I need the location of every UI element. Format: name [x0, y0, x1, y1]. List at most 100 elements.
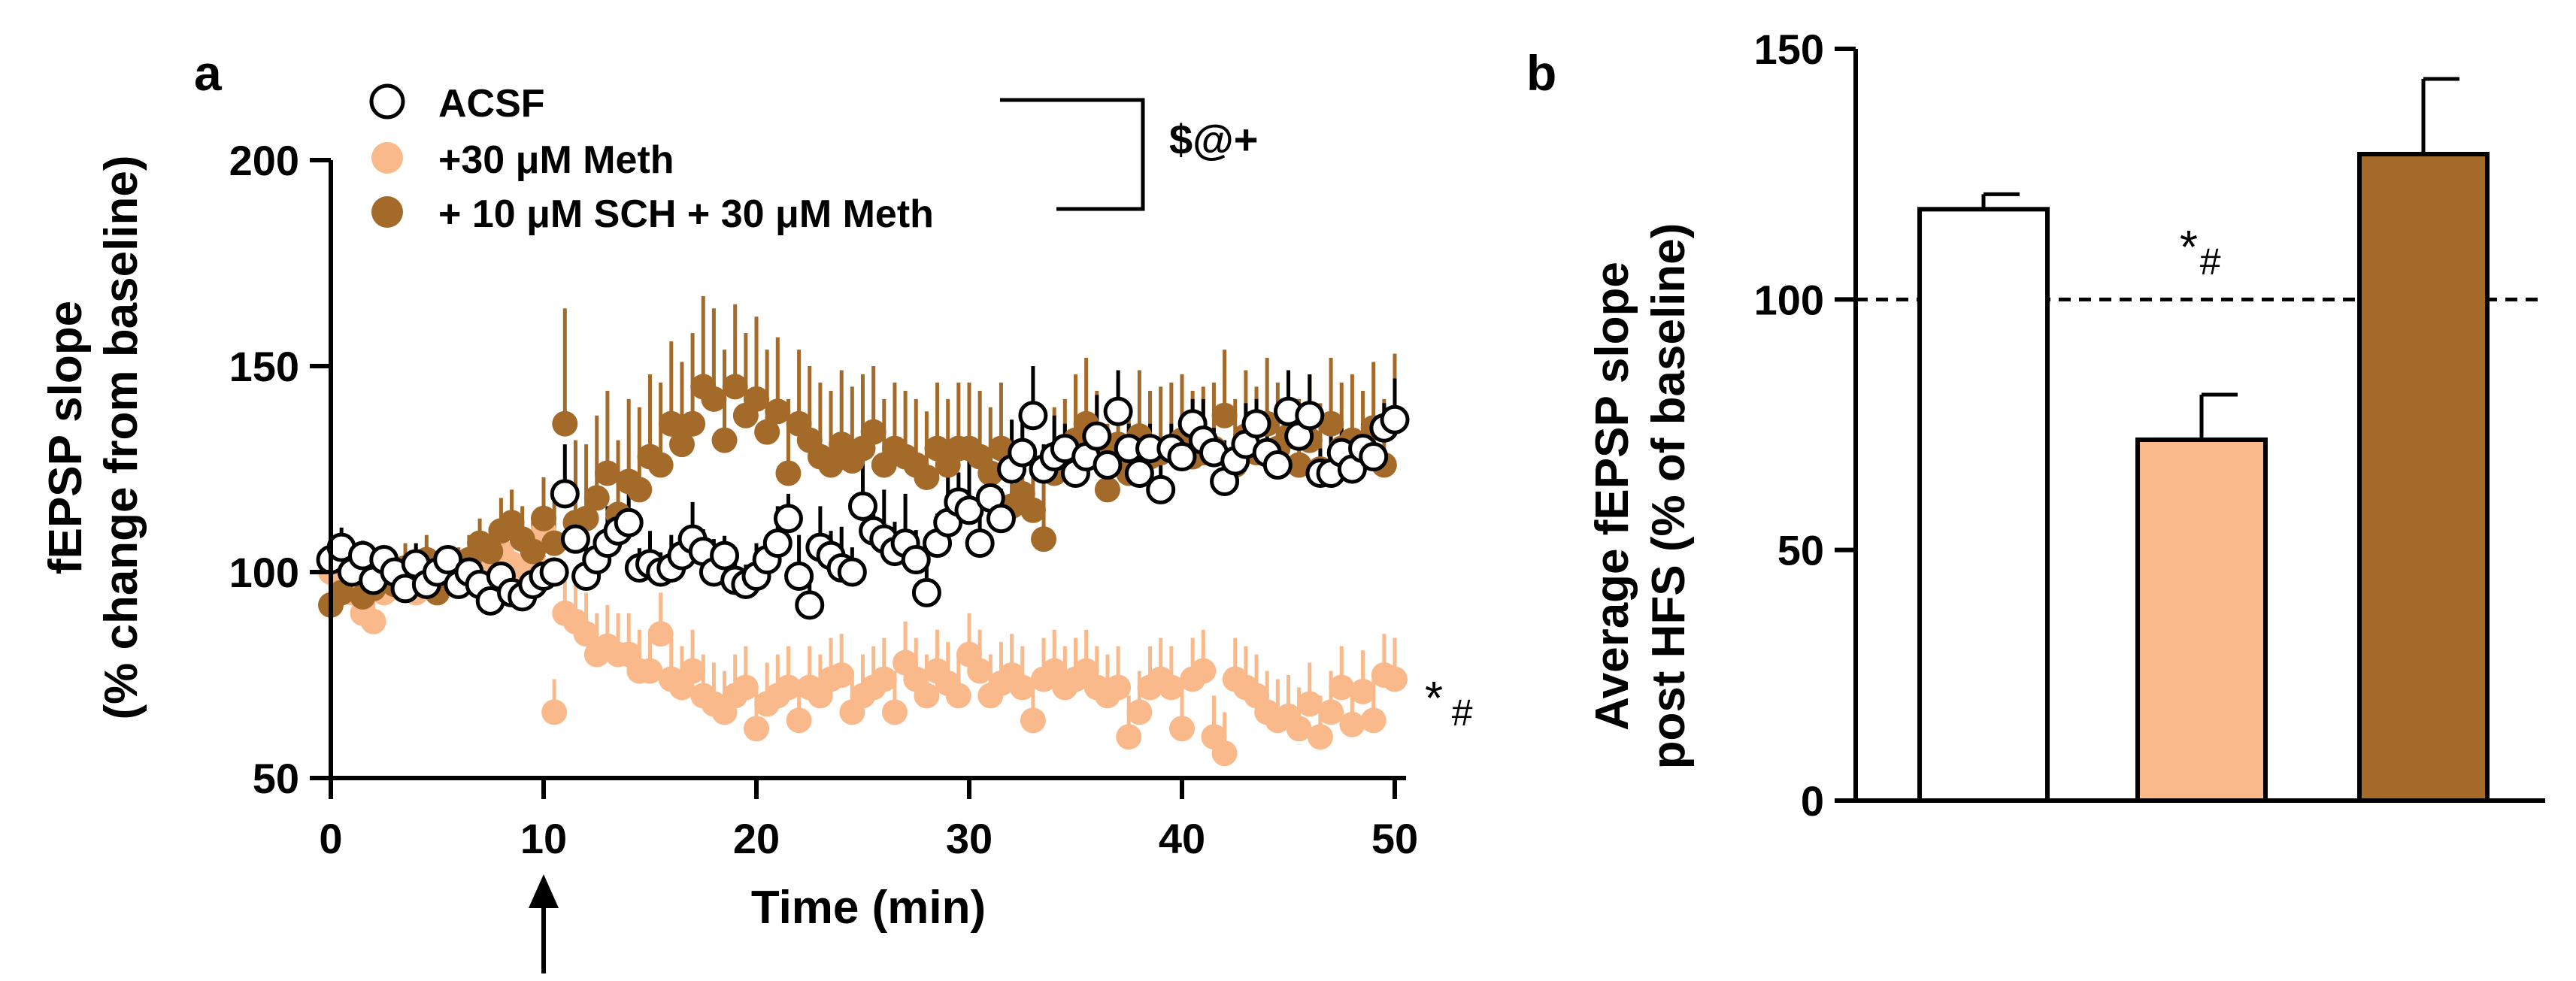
point-10-m-sch-30-m-meth — [680, 410, 706, 437]
point-acsf — [1146, 474, 1176, 504]
panel-b-label: b — [1526, 45, 1556, 101]
panel-b-ytick-label-50: 50 — [1777, 527, 1824, 574]
point-30-m-meth — [1286, 716, 1312, 742]
panel-a-label: a — [194, 45, 223, 101]
point-acsf — [848, 491, 877, 521]
point-10-m-sch-30-m-meth — [860, 419, 886, 445]
panel-a-xtick-label-0: 0 — [319, 815, 342, 862]
point-30-m-meth — [1169, 716, 1195, 742]
point-10-m-sch-30-m-meth — [647, 452, 674, 478]
point-10-m-sch-30-m-meth — [1031, 526, 1057, 553]
point-acsf — [1103, 396, 1133, 426]
point-10-m-sch-30-m-meth — [1211, 402, 1238, 428]
panel-a-hash: # — [1451, 692, 1473, 734]
legend-marker-acsf — [369, 83, 405, 120]
point-acsf — [901, 545, 931, 575]
point-acsf — [550, 479, 580, 509]
panel-a-ytick-label-200: 200 — [229, 137, 299, 184]
panel-a-xtick-label-10: 10 — [520, 815, 567, 862]
panel-b-y-ticks: 0 50 100 150 — [1754, 26, 1856, 825]
point-10-m-sch-30-m-meth — [329, 580, 355, 606]
point-30-m-meth — [871, 666, 897, 692]
bar-10-m-sch-30-m-meth — [2357, 152, 2490, 803]
point-acsf — [1295, 401, 1325, 431]
point-10-m-sch-30-m-meth — [818, 452, 844, 478]
panel-a-xtick-label-50: 50 — [1371, 815, 1418, 862]
point-30-m-meth — [1339, 711, 1365, 737]
point-30-m-meth — [967, 658, 993, 684]
panel-b-ytick-label-150: 150 — [1754, 26, 1824, 73]
point-acsf — [762, 528, 792, 559]
point-10-m-sch-30-m-meth — [988, 435, 1014, 462]
point-30-m-meth — [680, 658, 706, 684]
point-30-m-meth — [1296, 691, 1323, 717]
panel-b-ylabel-line1: Average fEPSP slope — [1587, 262, 1638, 731]
point-30-m-meth — [1360, 707, 1386, 734]
point-30-m-meth — [914, 683, 940, 709]
point-30-m-meth — [1126, 699, 1153, 725]
point-10-m-sch-30-m-meth — [977, 460, 1004, 486]
point-30-m-meth — [1307, 724, 1333, 750]
bar-acsf — [1917, 207, 2050, 804]
point-30-m-meth — [1318, 699, 1344, 725]
point-10-m-sch-30-m-meth — [1286, 452, 1312, 478]
point-10-m-sch-30-m-meth — [744, 386, 769, 412]
panel-b-ytick-label-0: 0 — [1801, 777, 1824, 825]
panel-a-ytick-label-100: 100 — [229, 549, 299, 596]
panel-a: a fEPSP slope (% change from baseline) 5… — [40, 45, 1473, 973]
point-acsf — [1018, 401, 1048, 431]
point-10-m-sch-30-m-meth — [477, 538, 504, 565]
bar-30-m-meth — [2135, 438, 2268, 803]
point-30-m-meth — [1116, 724, 1142, 750]
panel-a-ylabel-line1: fEPSP slope — [40, 301, 92, 574]
point-acsf — [560, 524, 590, 554]
arrow-head — [529, 874, 559, 908]
point-acsf — [1241, 409, 1271, 439]
point-10-m-sch-30-m-meth — [658, 410, 684, 437]
point-acsf — [614, 507, 644, 537]
point-10-m-sch-30-m-meth — [1020, 497, 1046, 523]
point-10-m-sch-30-m-meth — [520, 538, 546, 565]
point-30-m-meth — [1329, 674, 1355, 701]
point-30-m-meth — [647, 621, 674, 647]
point-acsf — [1262, 450, 1293, 480]
panel-b: b Average fEPSP slope post HFS (% of bas… — [1526, 26, 2545, 825]
panel-b-hash: # — [2199, 241, 2221, 283]
panel-b-ylabel-line2: post HFS (% of baseline) — [1643, 223, 1695, 770]
point-30-m-meth — [1158, 674, 1184, 701]
legend-label-sch-meth: + 10 μM SCH + 30 μM Meth — [438, 192, 934, 236]
point-10-m-sch-30-m-meth — [1318, 410, 1344, 437]
panel-a-xlabel: Time (min) — [751, 882, 986, 934]
stimulation-arrow — [529, 874, 559, 973]
point-acsf — [837, 557, 867, 587]
point-30-m-meth — [637, 658, 663, 684]
point-10-m-sch-30-m-meth — [914, 464, 940, 490]
point-acsf — [773, 504, 803, 534]
point-10-m-sch-30-m-meth — [573, 505, 599, 531]
panel-a-points — [316, 374, 1410, 767]
legend-marker-meth — [371, 142, 403, 174]
panel-a-ylabel-line2: (% change from baseline) — [95, 155, 147, 719]
point-10-m-sch-30-m-meth — [583, 485, 610, 511]
point-acsf — [1093, 450, 1123, 480]
point-30-m-meth — [360, 608, 386, 634]
panel-a-xtick-label-40: 40 — [1159, 815, 1205, 862]
point-10-m-sch-30-m-meth — [1094, 477, 1120, 503]
point-10-m-sch-30-m-meth — [552, 410, 578, 437]
point-30-m-meth — [1382, 666, 1408, 692]
point-10-m-sch-30-m-meth — [775, 460, 802, 486]
point-10-m-sch-30-m-meth — [711, 427, 738, 453]
point-acsf — [795, 590, 825, 620]
point-10-m-sch-30-m-meth — [531, 505, 556, 531]
point-30-m-meth — [1020, 707, 1046, 734]
point-30-m-meth — [1009, 674, 1035, 701]
legend-label-acsf: ACSF — [438, 82, 545, 126]
legend-marker-sch-meth — [371, 196, 403, 228]
point-10-m-sch-30-m-meth — [541, 530, 568, 556]
point-acsf — [954, 495, 984, 525]
point-10-m-sch-30-m-meth — [626, 477, 653, 503]
point-30-m-meth — [1190, 658, 1217, 684]
point-30-m-meth — [744, 716, 769, 742]
panel-a-xtick-label-30: 30 — [946, 815, 993, 862]
